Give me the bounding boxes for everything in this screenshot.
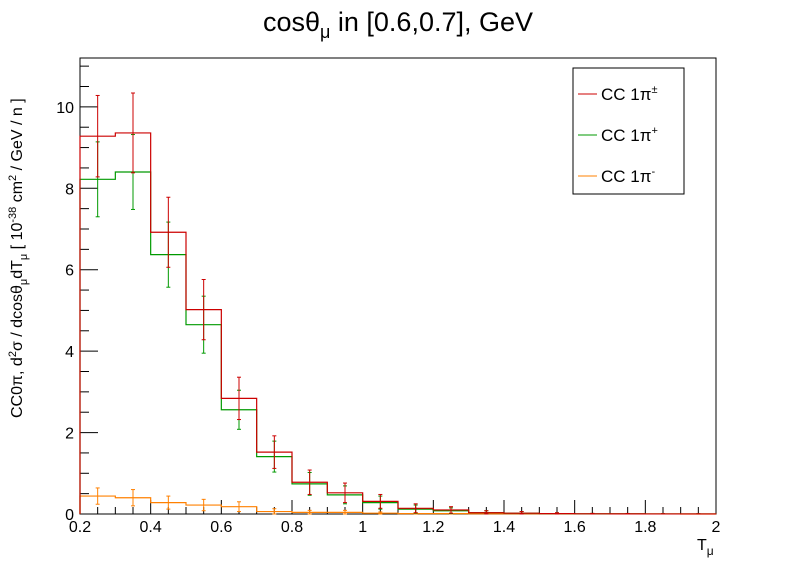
legend-label-0: CC 1π± — [601, 84, 658, 104]
x-tick-label: 0.8 — [281, 519, 303, 536]
x-axis-title-main: T — [697, 537, 707, 554]
x-tick-label: 0.6 — [210, 519, 232, 536]
x-tick-label: 1 — [358, 519, 367, 536]
series-0 — [79, 92, 717, 515]
y-tick-label: 6 — [65, 263, 74, 280]
y-tick-label: 4 — [65, 344, 74, 361]
x-tick-label: 1.8 — [634, 519, 656, 536]
y-axis-ticks — [80, 65, 98, 515]
legend-label-1: CC 1π+ — [601, 125, 658, 145]
y-tick-label: 0 — [65, 507, 74, 524]
x-axis-tick-labels: 0.2 0.4 0.6 0.8 1 1.2 1.4 1.6 1.8 2 — [69, 519, 721, 536]
series-1-histogram-line — [79, 171, 717, 515]
y-tick-label: 10 — [56, 100, 74, 117]
y-tick-label: 2 — [65, 426, 74, 443]
legend-label-2: CC 1π- — [601, 166, 655, 186]
x-axis-title-sub: μ — [707, 544, 714, 558]
x-tick-label: 0.4 — [140, 519, 162, 536]
y-tick-label: 8 — [65, 181, 74, 198]
x-tick-label: 0.2 — [69, 519, 91, 536]
y-axis-title: CC0π, d2σ / dcosθμdTμ [ 10-38 cm2 / GeV … — [7, 98, 30, 418]
x-axis-title: Tμ — [697, 537, 714, 558]
chart-title-rest: in [0.6,0.7], GeV — [330, 7, 533, 37]
chart-title: cosθμ in [0.6,0.7], GeV — [263, 7, 533, 42]
series-0-histogram-line — [79, 132, 717, 515]
x-tick-label: 2 — [712, 519, 721, 536]
series-layer — [79, 92, 717, 515]
y-axis-tick-labels: 0 2 4 6 8 10 — [56, 100, 74, 524]
x-tick-label: 1.2 — [422, 519, 444, 536]
chart-title-sub: μ — [320, 22, 330, 42]
x-tick-label: 1.4 — [493, 519, 515, 536]
x-tick-label: 1.6 — [564, 519, 586, 536]
chart-title-main: cosθ — [263, 7, 320, 37]
legend-box — [572, 67, 685, 195]
legend: CC 1π± CC 1π+ CC 1π- — [572, 67, 685, 195]
